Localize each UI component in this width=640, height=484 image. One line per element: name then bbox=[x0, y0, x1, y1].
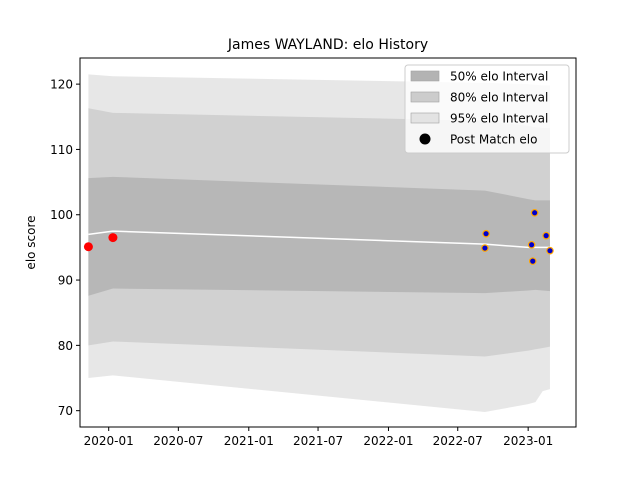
data-point bbox=[528, 257, 537, 265]
axes-frame bbox=[79, 57, 577, 428]
band-p50 bbox=[88, 176, 550, 296]
x-tick-label: 2020-07 bbox=[153, 434, 203, 448]
legend-swatch-band_95 bbox=[410, 112, 440, 124]
mean-line bbox=[88, 230, 550, 249]
x-tick-label: 2022-07 bbox=[433, 434, 483, 448]
y-axis-label: elo score bbox=[24, 215, 38, 269]
y-tick-label: 120 bbox=[50, 78, 73, 92]
data-point bbox=[83, 242, 93, 252]
legend-label: 95% elo Interval bbox=[450, 112, 548, 126]
data-point bbox=[542, 231, 550, 240]
data-point bbox=[482, 229, 490, 238]
data-point bbox=[481, 244, 489, 252]
x-tick-label: 2021-01 bbox=[224, 434, 274, 448]
data-point bbox=[530, 208, 539, 217]
data-point bbox=[108, 233, 118, 243]
mean-elo-line bbox=[88, 230, 550, 249]
interval-bands bbox=[88, 74, 550, 412]
y-tick-label: 110 bbox=[50, 143, 73, 157]
chart-title: James WAYLAND: elo History bbox=[227, 37, 428, 53]
legend-label: 50% elo Interval bbox=[450, 70, 548, 84]
data-point bbox=[546, 246, 554, 255]
x-tick-label: 2022-01 bbox=[363, 434, 413, 448]
legend-marker bbox=[419, 133, 431, 145]
legend-swatch-band_80 bbox=[410, 91, 440, 103]
y-tick-label: 100 bbox=[50, 208, 73, 222]
legend-box bbox=[404, 64, 570, 154]
y-axis-ticks: 70 80 90 100 110 120 bbox=[50, 78, 80, 418]
plot-area bbox=[83, 74, 554, 412]
x-tick-label: 2023-01 bbox=[503, 434, 553, 448]
y-tick-label: 90 bbox=[58, 274, 73, 288]
data-point bbox=[527, 240, 536, 249]
legend-label: Post Match elo bbox=[450, 133, 537, 147]
x-tick-label: 2021-07 bbox=[293, 434, 343, 448]
y-tick-label: 80 bbox=[58, 339, 73, 353]
legend-swatch-band_50 bbox=[410, 70, 440, 82]
x-axis-ticks: 2020-01 2020-07 2021-01 2021-07 2022-01 2022-… bbox=[84, 427, 553, 448]
legend-label: 80% elo Interval bbox=[450, 91, 548, 105]
y-tick-label: 70 bbox=[58, 404, 73, 418]
x-tick-label: 2020-01 bbox=[84, 434, 134, 448]
legend: 50% elo Interval 80% elo Interval 95% elo … bbox=[404, 64, 570, 154]
post-match-points bbox=[83, 208, 554, 265]
